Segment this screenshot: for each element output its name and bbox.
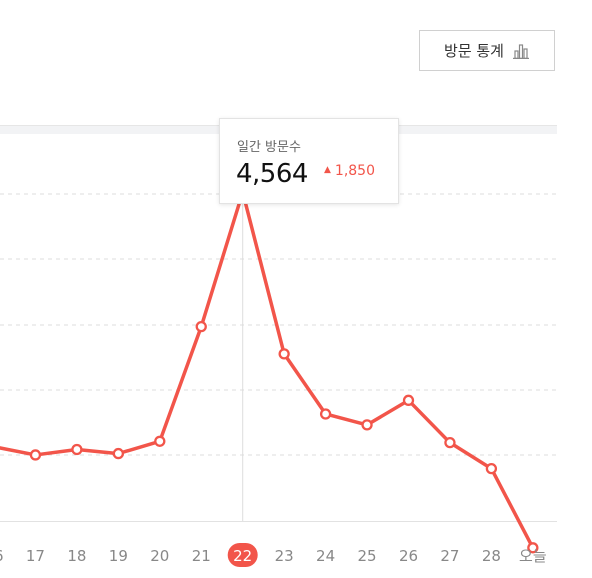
x-tick-label: 28 [482,547,501,565]
data-point [278,348,290,360]
up-arrow-icon: ▲ [324,165,331,175]
x-tick-label: 27 [440,547,459,565]
x-tick-label: 19 [109,547,128,565]
x-tick-label: 20 [150,547,169,565]
data-point [485,462,498,475]
x-tick-label: 22 [233,547,252,565]
x-tick-highlight-pill [227,543,258,567]
data-point [361,419,373,431]
tooltip-title: 일간 방문수 [237,140,301,155]
visit-stats-label: 방문 통계 [444,42,504,60]
data-point [154,435,166,447]
data-point [195,320,207,333]
data-point [319,408,332,420]
series-line [0,190,535,550]
daily-visits-tooltip: 일간 방문수 4,564 ▲ 1,850 [219,118,399,204]
data-point [112,447,124,460]
x-tick-label: 16 [0,547,4,565]
bar-chart-icon [512,43,530,59]
data-point [29,449,42,461]
data-point [402,394,415,406]
x-tick-label: 18 [67,547,86,565]
x-tick-label: 25 [358,547,377,565]
tooltip-change-value: 1,850 [334,163,376,179]
visit-stats-button[interactable]: 방문 통계 [419,30,555,71]
x-tick-label: 오늘 [519,547,547,565]
x-tick-label: 21 [192,547,211,565]
tooltip-change: ▲ 1,850 [324,163,375,179]
data-point [444,437,456,449]
tooltip-value: 4,564 [236,159,308,189]
x-tick-label: 17 [26,547,45,565]
x-tick-label: 23 [275,547,294,565]
x-tick-label: 26 [399,547,418,565]
x-tick-label: 24 [316,547,335,565]
data-point [527,542,539,554]
data-point [71,443,83,456]
